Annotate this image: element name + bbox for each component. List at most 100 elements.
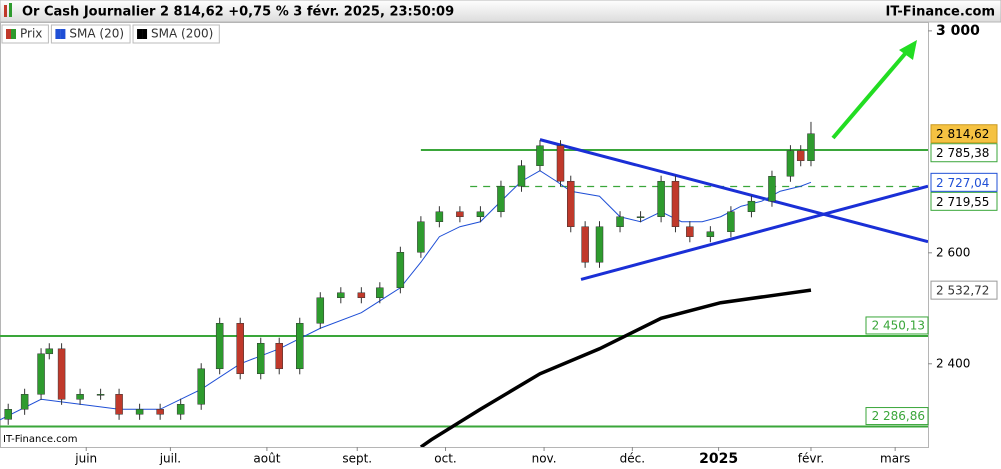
legend-box [132,24,220,44]
level-label: 2 450,13 [872,318,925,332]
price-label-box [930,280,998,300]
legend-label: SMA (200) [151,27,213,41]
price-label: 2 719,55 [936,195,989,209]
candle-body [37,353,45,395]
candle-body [96,394,105,396]
candle-body [236,323,244,375]
legend-swatch [55,29,61,39]
x-tick-label: nov. [532,452,557,466]
price-label-box [930,191,998,211]
price-label-box [930,143,998,163]
plot-frame [0,22,929,448]
level-label: 2 286,86 [872,409,925,423]
candle-body [636,216,645,218]
candle-body [176,404,185,415]
legend-entry: Prix [1,24,49,44]
candle-body [456,211,464,217]
level-label-box [865,407,929,426]
x-tick-label: sept. [342,452,372,466]
legend-label: Prix [20,27,42,41]
plot-area [0,121,928,447]
x-tick-label: août [253,452,280,466]
candle-body [686,226,694,237]
legend-box [50,24,131,44]
x-tick-label: mars [880,452,910,466]
price-label: 2 727,04 [936,176,989,190]
price-label-box [930,124,998,144]
candle-body [671,180,680,227]
x-tick-label: juil. [159,452,181,466]
legend-swatch [11,29,16,39]
candle-body [786,150,795,177]
arrow [831,46,912,140]
source: IT-Finance.com [886,5,995,20]
candle-body [45,348,54,355]
legend-label: SMA (20) [69,27,124,41]
candle-body [256,342,265,375]
candle-body [747,200,756,213]
y-tick-label: 3 000 [936,23,980,39]
candle-body [727,211,735,232]
candle-body [296,323,304,370]
candle-body [57,348,66,400]
legend-swatch [137,29,143,39]
level-label-box [865,316,929,335]
candle-body [357,292,366,299]
trendline [539,138,928,244]
candle-body [115,394,123,415]
candle-body [595,226,604,263]
candle-body [536,145,544,166]
legend-entry: SMA (20) [50,24,131,44]
candle-body [556,145,565,182]
y-tick-label: 2 600 [936,245,970,259]
legend-entry: SMA (200) [132,24,220,44]
candle-body [337,292,345,299]
candle-body [517,165,526,187]
candle-body [657,180,665,217]
price-label: 2 532,72 [936,284,989,298]
candle-body [616,216,624,227]
legend-swatch [142,29,148,39]
candle-body [581,226,589,263]
trendline [580,184,928,281]
candle-body [316,297,325,324]
candle-body [435,211,444,222]
y-tick-label: 2 400 [936,356,970,370]
candle-body [76,394,84,400]
candle-body [156,409,164,415]
x-tick-label: oct. [434,452,456,466]
candle-body [417,221,425,253]
candle-body [497,185,505,213]
candle-body [807,133,815,161]
candle-body [768,175,776,202]
candle-body [197,368,205,405]
sma-line [0,170,812,421]
candle-body [20,394,29,410]
legend-swatch [6,29,11,39]
candle-body [476,211,485,217]
watermark: IT-Finance.com [3,434,78,445]
x-tick-label: déc. [620,452,645,466]
candle-body [796,150,805,161]
logo [4,5,7,17]
logo [9,3,12,17]
candle-body [4,409,12,420]
candle-body [215,323,224,370]
sma-line [419,288,812,447]
candle-body [275,342,283,370]
price-label: 2 785,38 [936,146,989,160]
x-tick-label: févr. [798,452,824,466]
price-label: 2 814,62 [936,127,989,141]
candle-body [396,252,405,289]
candle-body [567,180,575,227]
candle-body [706,231,715,237]
x-tick-label: 2025 [699,451,738,467]
price-label-box [930,172,998,192]
legend-swatch [60,29,66,39]
chart-title: Or Cash Journalier 2 814,62 +0,75 % 3 fé… [22,5,454,20]
arrow-head [899,40,917,60]
candle-body [376,287,384,299]
candle-body [135,409,144,415]
